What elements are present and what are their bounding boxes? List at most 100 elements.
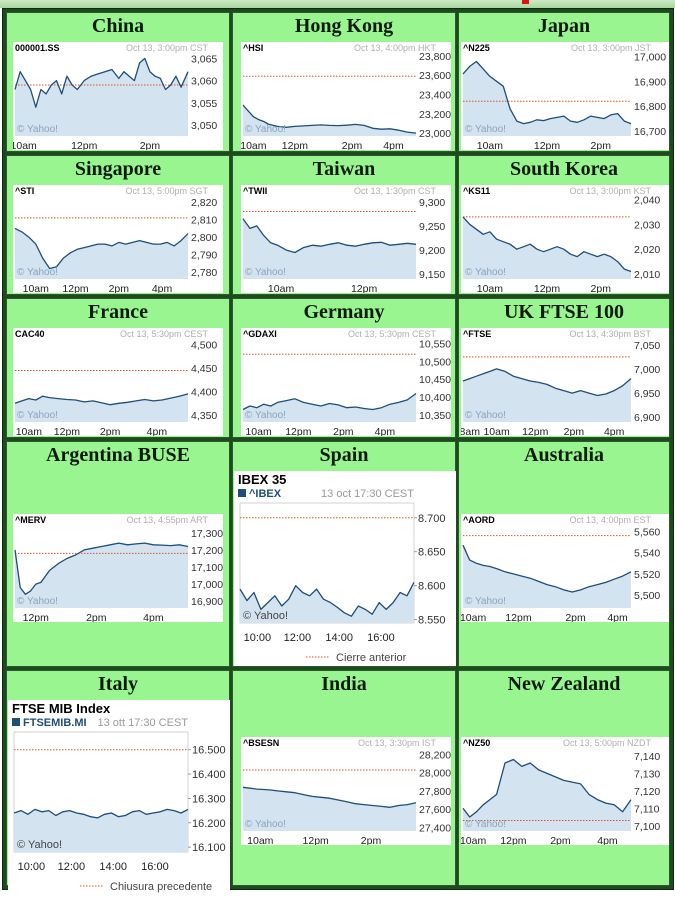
y-tick-label: 16,700	[634, 126, 666, 138]
y-tick-label: 7,120	[634, 786, 660, 798]
cell-france: France 4,350 4,400 4,450 4,500 10am 12pm 2pm 4p…	[6, 298, 230, 438]
chart-italy[interactable]: 16.100 16.200 16.300 16.400 16.500 10:00 12:00…	[8, 700, 230, 895]
chart-svg: 10,350 10,400 10,450 10,500 10,550 10am 12pm 2p…	[241, 328, 451, 436]
timestamp-label: Oct 13, 5:00pm SGT	[125, 186, 208, 196]
chart-spain[interactable]: 8.550 8.600 8.650 8.700 10:00 12:00 14:00 16:00…	[234, 471, 456, 666]
series-swatch	[12, 718, 20, 726]
cell-south-korea: South Korea 2,010 2,020 2,030 2,040 10am 12pm…	[458, 155, 670, 295]
chart-area	[15, 228, 188, 279]
chart-argentina-buse[interactable]: 16,900 17,000 17,100 17,200 17,300 12pm 2pm 4pm…	[13, 514, 223, 622]
x-tick-label: 14:00	[99, 861, 127, 873]
price-line	[242, 218, 417, 254]
chart-svg: 23,000 23,200 23,400 23,600 23,800 10am 12pm 2p…	[241, 42, 451, 150]
cell-title: Germany	[303, 301, 385, 323]
y-tick-label: 9,300	[419, 197, 445, 209]
timestamp-label: Oct 13, 4:00pm EST	[569, 515, 651, 525]
x-tick-label: 8am	[461, 426, 480, 436]
chart-singapore[interactable]: 2,780 2,790 2,800 2,810 2,820 10am 12pm 2pm 4pm ^…	[13, 185, 223, 293]
chart-france[interactable]: 4,350 4,400 4,450 4,500 10am 12pm 2pm 4pm CAC40 O…	[13, 328, 223, 436]
y-tick-label: 17,000	[191, 579, 223, 591]
y-tick-label: 23,000	[419, 128, 451, 140]
y-tick-label: 3,055	[191, 98, 217, 110]
chart-india[interactable]: 27,400 27,600 27,800 28,000 28,200 10am 12pm 2p…	[241, 737, 451, 845]
y-tick-label: 10,500	[419, 356, 451, 368]
x-tick-label: 4pm	[152, 283, 173, 293]
y-tick-label: 16.100	[192, 842, 226, 854]
y-tick-label: 7,100	[634, 821, 660, 833]
chart-taiwan[interactable]: 9,150 9,200 9,250 9,300 10am 12pm ^TWII Oct 13,…	[241, 185, 451, 293]
y-tick-label: 16.300	[192, 793, 226, 805]
y-tick-label: 23,400	[419, 90, 451, 102]
cell-title: UK FTSE 100	[503, 301, 625, 323]
chart-japan[interactable]: 16,700 16,800 16,900 17,000 10am 12pm 2pm ^N225…	[461, 42, 669, 150]
y-tick-label: 17,300	[191, 528, 223, 540]
cell-title: Japan	[537, 15, 591, 37]
ticker-label: ^N225	[463, 43, 490, 53]
timestamp-label: 13 ott 17:30 CEST	[98, 717, 189, 729]
y-tick-label: 5,500	[634, 590, 660, 602]
y-tick-label: 4,500	[191, 340, 217, 352]
watermark-label: © Yahoo!	[245, 410, 286, 421]
x-tick-label: 12pm	[285, 426, 312, 436]
legend-label: Cierre anterior	[336, 652, 407, 664]
ticker-label: ^NZ50	[463, 738, 490, 748]
chart-hong-kong[interactable]: 23,000 23,200 23,400 23,600 23,800 10am 12pm 2p…	[241, 42, 451, 150]
y-tick-label: 7,130	[634, 768, 660, 780]
y-tick-label: 2,820	[191, 197, 217, 209]
price-line	[239, 582, 415, 617]
y-tick-label: 6,900	[634, 412, 660, 424]
watermark-label: © Yahoo!	[17, 124, 58, 135]
cell-italy: Italy 16.100 16.200 16.300 16.400 16.500 10:0…	[6, 670, 230, 895]
x-tick-label: 12pm	[23, 612, 50, 622]
x-tick-label: 12:00	[58, 861, 86, 873]
x-tick-label: 10am	[483, 426, 510, 436]
chart-svg: 2,010 2,020 2,030 2,040 10am 12pm 2pm ^KS11 Oct …	[461, 185, 669, 293]
chart-germany[interactable]: 10,350 10,400 10,450 10,500 10,550 10am 12pm 2p…	[241, 328, 451, 436]
y-tick-label: 28,200	[419, 749, 451, 761]
cell-uk-ftse-100: UK FTSE 100 6,900 6,950 7,000 7,050 8am 10am 1…	[458, 298, 670, 438]
chart-area	[463, 368, 631, 422]
timestamp-label: Oct 13, 3:00pm KST	[569, 186, 651, 196]
timestamp-label: 13 oct 17:30 CEST	[321, 488, 414, 500]
chart-area	[463, 545, 631, 608]
top-edge	[0, 0, 675, 8]
y-tick-label: 8.700	[418, 513, 446, 525]
watermark-label: © Yahoo!	[465, 819, 506, 830]
y-tick-label: 2,040	[634, 194, 660, 206]
cell-title: France	[88, 301, 148, 323]
x-tick-label: 2pm	[140, 140, 161, 150]
chart-australia[interactable]: 5,500 5,520 5,540 5,560 10am 12pm 2pm 4pm ^AORD O…	[461, 514, 669, 622]
chart-south-korea[interactable]: 2,010 2,020 2,030 2,040 10am 12pm 2pm ^KS11 Oct …	[461, 185, 669, 293]
chart-svg: 27,400 27,600 27,800 28,000 28,200 10am 12pm 2p…	[241, 737, 451, 845]
chart-title: IBEX 35	[238, 472, 286, 487]
x-tick-label: 4pm	[597, 835, 618, 845]
y-tick-label: 16,900	[191, 596, 223, 608]
x-tick-label: 14:00	[325, 632, 353, 644]
chart-uk-ftse-100[interactable]: 6,900 6,950 7,000 7,050 8am 10am 12pm 2pm 4pm ^FT…	[461, 328, 669, 436]
x-tick-label: 2pm	[550, 835, 571, 845]
x-tick-label: 2pm	[86, 612, 107, 622]
y-tick-label: 2,800	[191, 232, 217, 244]
ticker-label: ^HSI	[243, 43, 263, 53]
timestamp-label: Oct 13, 4:00pm HKT	[354, 43, 437, 53]
cell-title: Taiwan	[312, 158, 376, 180]
x-tick-label: 12pm	[351, 283, 378, 293]
x-tick-label: 12pm	[303, 835, 330, 845]
x-tick-label: 12pm	[62, 283, 89, 293]
watermark-label: © Yahoo!	[465, 596, 506, 607]
chart-area	[463, 216, 631, 279]
ticker-label: 000001.SS	[15, 43, 60, 53]
chart-new-zealand[interactable]: 7,100 7,110 7,120 7,130 7,140 10am 12pm 2pm 4pm ^…	[461, 737, 669, 845]
ticker-label: ^IBEX	[249, 488, 282, 500]
y-tick-label: 16.400	[192, 769, 226, 781]
chart-svg: 3,050 3,055 3,060 3,065 10am 12pm 2pm 000001.SS…	[13, 42, 223, 150]
x-tick-label: 2pm	[100, 426, 121, 436]
timestamp-label: Oct 13, 4:30pm BST	[569, 329, 651, 339]
x-tick-label: 12pm	[534, 283, 561, 293]
chart-area	[15, 58, 188, 136]
x-tick-label: 12pm	[534, 140, 561, 150]
y-tick-label: 16.200	[192, 818, 226, 830]
x-tick-label: 10:00	[18, 861, 46, 873]
chart-china[interactable]: 3,050 3,055 3,060 3,065 10am 12pm 2pm 000001.SS…	[13, 42, 223, 150]
cell-india: India 27,400 27,600 27,800 28,000 28,200 10am…	[232, 670, 456, 886]
